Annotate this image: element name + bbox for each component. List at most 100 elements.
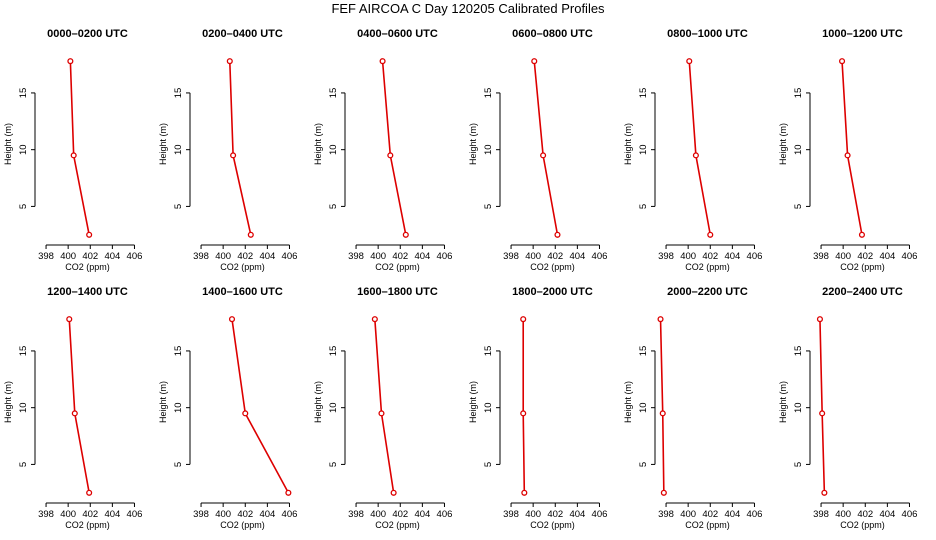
x-tick-label: 402 — [82, 509, 98, 520]
x-tick-label: 402 — [237, 509, 253, 520]
x-tick-label: 402 — [547, 251, 563, 262]
x-axis-label: CO2 (ppm) — [685, 520, 730, 530]
x-tick-label: 400 — [370, 251, 386, 262]
data-point — [247, 231, 254, 238]
y-tick-label: 5 — [173, 204, 184, 209]
panel-title: 1000–1200 UTC — [822, 28, 903, 40]
x-tick-label: 406 — [902, 251, 918, 262]
profile-line — [533, 61, 559, 235]
x-tick-label: 400 — [680, 251, 696, 262]
profile-panel: 2000–2200 UTC 398 400 402 404 406 5 10 15 CO2 (pp… — [623, 286, 762, 530]
x-tick-label: 404 — [104, 509, 120, 520]
y-tick-label: 15 — [483, 88, 494, 99]
x-tick-label: 400 — [60, 509, 76, 520]
x-tick-label: 398 — [813, 251, 829, 262]
data-point — [371, 316, 378, 323]
data-point — [657, 316, 664, 323]
data-point — [521, 489, 528, 496]
data-point — [844, 152, 851, 159]
x-tick-label: 402 — [392, 509, 408, 520]
x-tick-label: 404 — [259, 251, 275, 262]
x-tick-label: 400 — [215, 251, 231, 262]
data-point — [230, 152, 237, 159]
x-tick-label: 402 — [392, 251, 408, 262]
x-axis-label: CO2 (ppm) — [65, 520, 110, 530]
y-tick-label: 10 — [793, 402, 804, 413]
x-tick-label: 402 — [702, 509, 718, 520]
data-point — [67, 58, 74, 65]
x-axis-label: CO2 (ppm) — [220, 520, 265, 530]
x-axis-label: CO2 (ppm) — [530, 520, 575, 530]
data-point — [821, 489, 828, 496]
x-tick-label: 406 — [902, 509, 918, 520]
x-tick-label: 406 — [747, 509, 763, 520]
y-tick-label: 5 — [483, 462, 494, 467]
data-point — [816, 316, 823, 323]
y-tick-label: 5 — [18, 462, 29, 467]
y-axis-label: Height (m) — [468, 123, 478, 165]
y-tick-label: 15 — [328, 88, 339, 99]
x-tick-label: 398 — [658, 509, 674, 520]
y-tick-label: 10 — [18, 144, 29, 155]
data-point — [531, 58, 538, 65]
panel-title: 2200–2400 UTC — [822, 286, 903, 298]
x-tick-label: 400 — [215, 509, 231, 520]
profile-panel: 1400–1600 UTC 398 400 402 404 406 5 10 15 CO2 (pp… — [158, 286, 297, 530]
y-tick-label: 15 — [793, 346, 804, 357]
profile-line — [374, 319, 395, 493]
data-point — [692, 152, 699, 159]
y-tick-label: 15 — [793, 88, 804, 99]
data-point — [819, 410, 826, 417]
x-tick-label: 402 — [857, 251, 873, 262]
x-tick-label: 400 — [680, 509, 696, 520]
y-tick-label: 10 — [793, 144, 804, 155]
profile-panel: 0600–0800 UTC 398 400 402 404 406 5 10 15 CO2 (pp… — [468, 28, 607, 272]
y-tick-label: 5 — [18, 204, 29, 209]
x-tick-label: 402 — [702, 251, 718, 262]
profile-panel: 0200–0400 UTC 398 400 402 404 406 5 10 15 CO2 (pp… — [158, 28, 297, 272]
y-tick-label: 15 — [173, 346, 184, 357]
profile-panel: 0800–1000 UTC 398 400 402 404 406 5 10 15 CO2 (pp… — [623, 28, 762, 272]
x-axis-label: CO2 (ppm) — [685, 262, 730, 272]
panel-title: 2000–2200 UTC — [667, 286, 748, 298]
x-tick-label: 404 — [569, 509, 585, 520]
y-tick-label: 5 — [173, 462, 184, 467]
y-tick-label: 5 — [793, 204, 804, 209]
x-tick-label: 398 — [658, 251, 674, 262]
data-point — [520, 316, 527, 323]
profile-panel: 1600–1800 UTC 398 400 402 404 406 5 10 15 CO2 (pp… — [313, 286, 452, 530]
profile-line — [688, 61, 712, 235]
data-point — [378, 410, 385, 417]
x-tick-label: 402 — [237, 251, 253, 262]
data-point — [554, 231, 561, 238]
x-axis-label: CO2 (ppm) — [375, 262, 420, 272]
x-tick-label: 404 — [104, 251, 120, 262]
profile-line — [381, 61, 407, 235]
y-axis-label: Height (m) — [158, 123, 168, 165]
x-tick-label: 406 — [282, 251, 298, 262]
profile-panel: 0000–0200 UTC 398 400 402 404 406 5 10 15 CO2 (pp… — [3, 28, 142, 272]
x-tick-label: 400 — [370, 509, 386, 520]
y-tick-label: 10 — [173, 402, 184, 413]
x-tick-label: 400 — [525, 251, 541, 262]
x-axis-label: CO2 (ppm) — [220, 262, 265, 272]
x-tick-label: 404 — [724, 509, 740, 520]
data-point — [520, 410, 527, 417]
x-tick-label: 404 — [569, 251, 585, 262]
x-tick-label: 402 — [547, 509, 563, 520]
data-point — [402, 231, 409, 238]
panel-title: 1200–1400 UTC — [47, 286, 128, 298]
y-tick-label: 10 — [483, 402, 494, 413]
data-point — [707, 231, 714, 238]
panel-title: 1600–1800 UTC — [357, 286, 438, 298]
y-axis-label: Height (m) — [3, 381, 13, 423]
data-point — [70, 152, 77, 159]
x-tick-label: 406 — [592, 251, 608, 262]
y-tick-label: 10 — [638, 144, 649, 155]
profile-line — [659, 319, 665, 493]
profile-line — [228, 61, 252, 235]
x-tick-label: 398 — [193, 509, 209, 520]
y-tick-label: 5 — [328, 204, 339, 209]
profile-panel: 1800–2000 UTC 398 400 402 404 406 5 10 15 CO2 (pp… — [468, 286, 607, 530]
